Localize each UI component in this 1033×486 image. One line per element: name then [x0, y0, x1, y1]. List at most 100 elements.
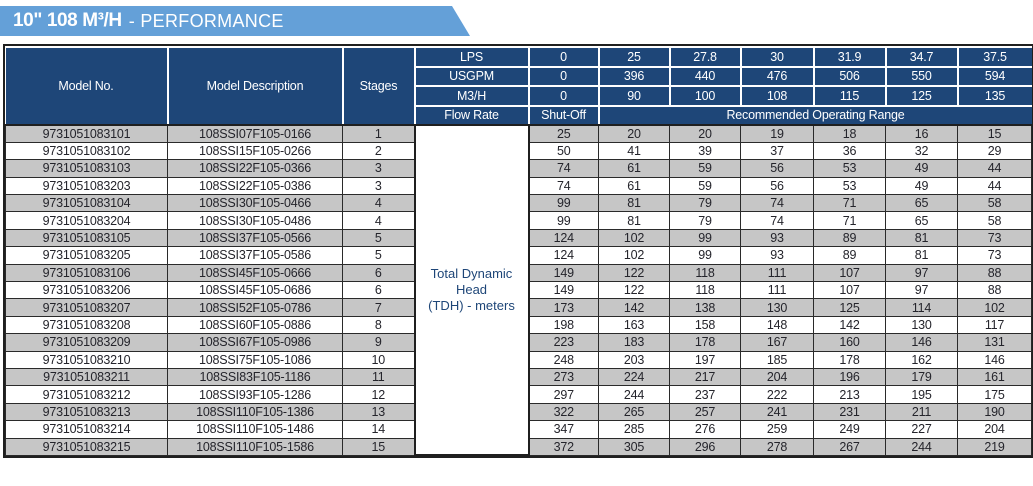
tdh-value-cell: 93: [740, 228, 814, 248]
tdh-value-cell: 273: [528, 367, 599, 387]
tdh-value-cell: 190: [957, 402, 1032, 422]
stages-cell: 6: [342, 281, 415, 300]
model-no-cell: 9731051083212: [5, 385, 168, 404]
model-description-cell: 108SSI07F105-0166: [167, 124, 343, 143]
stages-cell: 6: [342, 263, 415, 283]
model-no-cell: 9731051083214: [5, 420, 168, 439]
model-no-cell: 9731051083213: [5, 402, 168, 422]
tdh-value-cell: 93: [740, 246, 814, 265]
tdh-value-cell: 71: [813, 211, 886, 230]
table-row: 9731051083106 108SSI45F105-0666 6 149 122 118…: [5, 263, 1032, 283]
stages-cell: 14: [342, 420, 415, 439]
tdh-value-cell: 102: [957, 298, 1032, 317]
col-header-stages: Stages: [341, 46, 416, 126]
tdh-value-cell: 217: [669, 367, 741, 387]
unit-value-cell: 135: [956, 85, 1032, 107]
unit-value-cell: 115: [812, 85, 887, 107]
tdh-value-cell: 124: [528, 246, 599, 265]
tdh-value-cell: 81: [598, 194, 670, 213]
tdh-value-cell: 296: [669, 437, 741, 456]
tdh-value-cell: 244: [598, 385, 670, 404]
model-description-cell: 108SSI67F105-0986: [167, 333, 343, 352]
page-title-suffix: - PERFORMANCE: [128, 10, 284, 31]
tdh-value-cell: 37: [740, 141, 814, 161]
tdh-value-cell: 219: [957, 437, 1032, 456]
model-description-cell: 108SSI37F105-0586: [167, 246, 343, 265]
table-row: 9731051083210 108SSI75F105-1086 10 248 203 19…: [5, 350, 1032, 369]
unit-value-cell: 25: [597, 46, 671, 68]
model-description-cell: 108SSI75F105-1086: [167, 350, 343, 369]
unit-value-cell: 31.9: [812, 46, 887, 68]
tdh-value-cell: 204: [957, 420, 1032, 439]
tdh-value-cell: 162: [885, 350, 958, 369]
unit-value-cell: 90: [597, 85, 671, 107]
tdh-value-cell: 79: [669, 194, 741, 213]
tdh-value-cell: 146: [957, 350, 1032, 369]
tdh-value-cell: 39: [669, 141, 741, 161]
operating-range-label: Recommended Operating Range: [597, 104, 1032, 126]
tdh-value-cell: 179: [885, 367, 958, 387]
tdh-value-cell: 241: [740, 402, 814, 422]
tdh-value-cell: 97: [885, 281, 958, 300]
unit-label-lps: LPS: [413, 46, 530, 68]
tdh-value-cell: 19: [740, 124, 814, 143]
tdh-value-cell: 259: [740, 420, 814, 439]
stages-cell: 10: [342, 350, 415, 369]
tdh-value-cell: 44: [957, 159, 1032, 178]
table-row: 9731051083214 108SSI110F105-1486 14 347 285 2…: [5, 420, 1032, 439]
tdh-value-cell: 44: [957, 176, 1032, 196]
shut-off-label: Shut-Off: [527, 104, 600, 126]
tdh-value-cell: 50: [528, 141, 599, 161]
tdh-value-cell: 160: [813, 333, 886, 352]
table-row: 9731051083209 108SSI67F105-0986 9 223 183 178…: [5, 333, 1032, 352]
unit-value-cell: 594: [956, 65, 1032, 87]
tdh-value-cell: 41: [598, 141, 670, 161]
header-unit-row-m3h: M3/H 0 90 100 108 115 125 135: [6, 85, 1032, 107]
model-description-cell: 108SSI110F105-1386: [167, 402, 343, 422]
table-row: 9731051083211 108SSI83F105-1186 11 273 224 21…: [5, 367, 1032, 387]
model-no-cell: 9731051083205: [5, 246, 168, 265]
tdh-value-cell: 249: [813, 420, 886, 439]
model-description-cell: 108SSI83F105-1186: [167, 367, 343, 387]
unit-value-cell: 34.7: [884, 46, 959, 68]
model-no-cell: 9731051083207: [5, 298, 168, 317]
tdh-value-cell: 161: [957, 367, 1032, 387]
tdh-value-cell: 107: [813, 263, 886, 283]
stages-cell: 8: [342, 315, 415, 335]
tdh-value-cell: 347: [528, 420, 599, 439]
tdh-value-cell: 130: [885, 315, 958, 335]
tdh-value-cell: 285: [598, 420, 670, 439]
tdh-value-cell: 211: [885, 402, 958, 422]
tdh-value-cell: 231: [813, 402, 886, 422]
tdh-value-cell: 20: [598, 124, 670, 143]
model-no-cell: 9731051083215: [5, 437, 168, 456]
tdh-value-cell: 58: [957, 211, 1032, 230]
model-description-cell: 108SSI30F105-0466: [167, 194, 343, 213]
tdh-value-cell: 178: [813, 350, 886, 369]
stages-cell: 12: [342, 385, 415, 404]
stages-cell: 2: [342, 141, 415, 161]
tdh-value-cell: 73: [957, 246, 1032, 265]
unit-value-cell: 440: [668, 65, 742, 87]
unit-value-cell: 0: [527, 85, 600, 107]
model-no-cell: 9731051083106: [5, 263, 168, 283]
tdh-value-cell: 58: [957, 194, 1032, 213]
unit-value-cell: 37.5: [956, 46, 1032, 68]
tdh-value-cell: 185: [740, 350, 814, 369]
tdh-label-line1: Total Dynamic Head: [430, 265, 513, 298]
tdh-value-cell: 237: [669, 385, 741, 404]
tdh-value-cell: 118: [669, 281, 741, 300]
tdh-value-cell: 111: [740, 281, 814, 300]
tdh-value-cell: 124: [528, 228, 599, 248]
stages-cell: 3: [342, 176, 415, 196]
tdh-value-cell: 173: [528, 298, 599, 317]
model-no-cell: 9731051083102: [5, 141, 168, 161]
tdh-value-cell: 148: [740, 315, 814, 335]
tdh-value-cell: 74: [528, 159, 599, 178]
tdh-value-cell: 223: [528, 333, 599, 352]
tdh-value-cell: 102: [598, 246, 670, 265]
tdh-value-cell: 107: [813, 281, 886, 300]
tdh-merged-cell: Total Dynamic Head (TDH) - meters: [413, 123, 530, 457]
tdh-value-cell: 89: [813, 246, 886, 265]
